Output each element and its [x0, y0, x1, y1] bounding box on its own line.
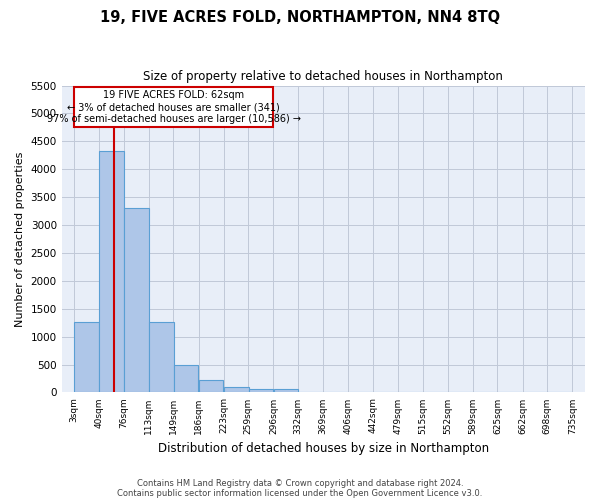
- Bar: [248, 390, 273, 392]
- X-axis label: Distribution of detached houses by size in Northampton: Distribution of detached houses by size …: [158, 442, 489, 455]
- Text: ← 3% of detached houses are smaller (341): ← 3% of detached houses are smaller (341…: [67, 102, 280, 112]
- Text: 97% of semi-detached houses are larger (10,586) →: 97% of semi-detached houses are larger (…: [47, 114, 301, 124]
- Bar: [149, 322, 174, 392]
- Text: Contains HM Land Registry data © Crown copyright and database right 2024.: Contains HM Land Registry data © Crown c…: [137, 478, 463, 488]
- FancyBboxPatch shape: [74, 86, 274, 128]
- Bar: [124, 208, 149, 392]
- Y-axis label: Number of detached properties: Number of detached properties: [15, 152, 25, 326]
- Bar: [173, 365, 198, 392]
- Text: 19, FIVE ACRES FOLD, NORTHAMPTON, NN4 8TQ: 19, FIVE ACRES FOLD, NORTHAMPTON, NN4 8T…: [100, 10, 500, 25]
- Text: Contains public sector information licensed under the Open Government Licence v3: Contains public sector information licen…: [118, 488, 482, 498]
- Bar: [274, 390, 298, 392]
- Bar: [224, 388, 248, 392]
- Bar: [199, 380, 223, 392]
- Bar: [100, 151, 124, 392]
- Title: Size of property relative to detached houses in Northampton: Size of property relative to detached ho…: [143, 70, 503, 83]
- Text: 19 FIVE ACRES FOLD: 62sqm: 19 FIVE ACRES FOLD: 62sqm: [103, 90, 244, 100]
- Bar: [74, 322, 99, 392]
